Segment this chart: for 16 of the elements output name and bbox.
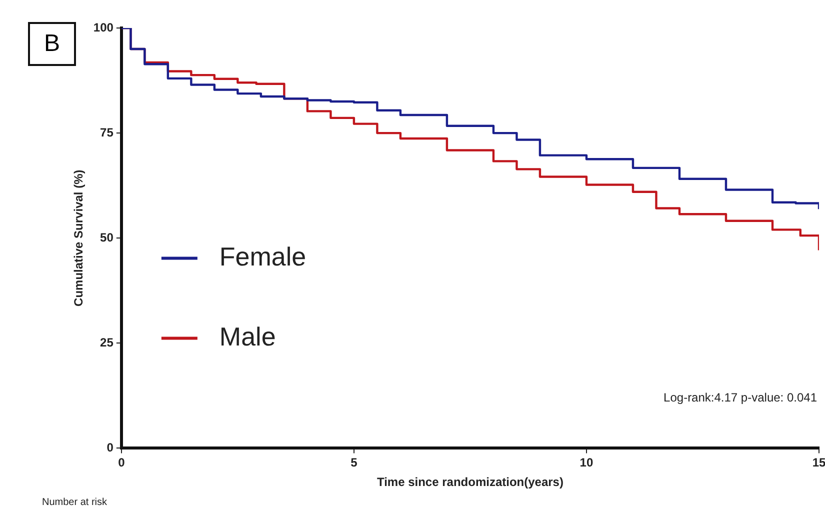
y-tick-label: 75 xyxy=(100,125,114,140)
text: B xyxy=(28,22,76,66)
text: Number at risk xyxy=(42,496,108,508)
x-tick-label: 10 xyxy=(580,456,594,470)
y-tick-label: 0 xyxy=(106,440,114,455)
x-tick-label: 5 xyxy=(350,456,358,470)
legend-label: Female xyxy=(219,241,306,272)
y-tick-label: 50 xyxy=(100,230,114,244)
y-tick-label: 25 xyxy=(100,335,114,350)
y-axis-title: Cumulative Survival (%) xyxy=(72,170,86,306)
x-axis-title: Time since randomization(years) xyxy=(376,475,564,490)
annotation: Log-rank:4.17 p-value: 0.041 xyxy=(664,390,818,405)
x-tick-label: 15 xyxy=(812,456,825,470)
legend-label: Male xyxy=(219,321,276,352)
x-tick-label: 0 xyxy=(118,456,126,470)
y-tick-label: 100 xyxy=(93,20,114,34)
